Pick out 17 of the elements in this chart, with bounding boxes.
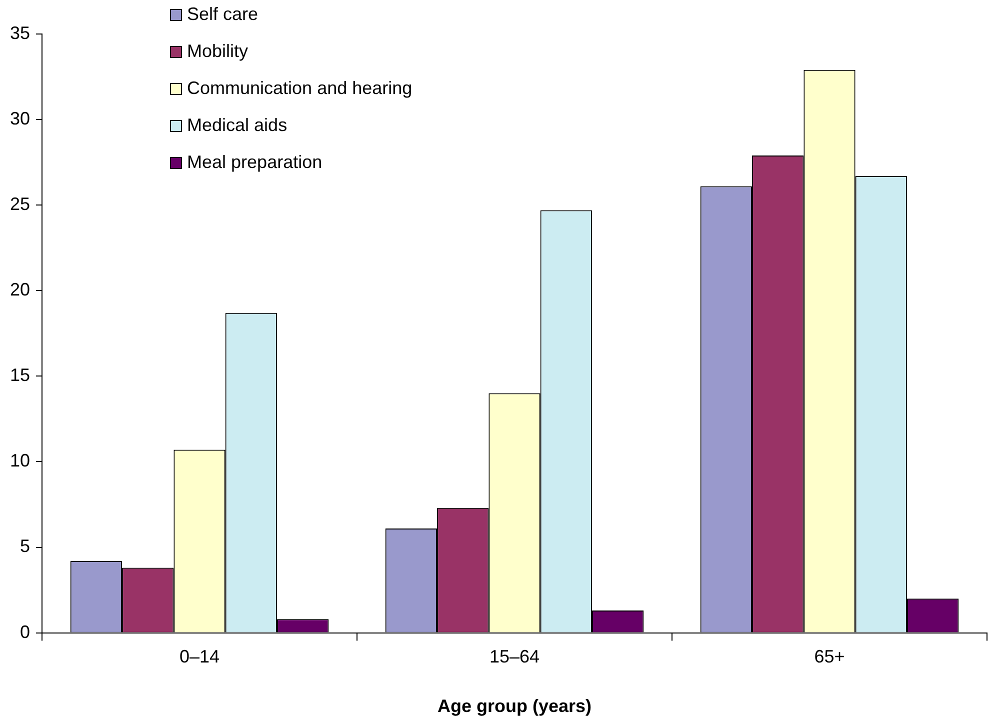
legend-label: Mobility [187,40,248,61]
legend-label: Communication and hearing [187,78,412,98]
x-axis-title: Age group (years) [437,696,592,716]
x-tick-label: 15–64 [489,646,540,667]
y-tick-label: 20 [10,280,30,300]
y-tick-label: 35 [10,22,30,43]
y-tick-label: 5 [20,536,30,556]
y-tick-label: 30 [10,108,30,129]
x-tick-label: 0–14 [179,646,220,667]
legend-label: Medical aids [187,114,288,135]
y-tick-label: 0 [20,622,30,642]
y-tick-label: 25 [10,194,30,214]
y-tick-label: 15 [10,365,30,386]
y-tick-label: 10 [10,450,30,471]
x-tick-label: 65+ [814,646,845,667]
legend-label: Self care [187,4,258,24]
legend-label: Meal preparation [187,152,322,172]
